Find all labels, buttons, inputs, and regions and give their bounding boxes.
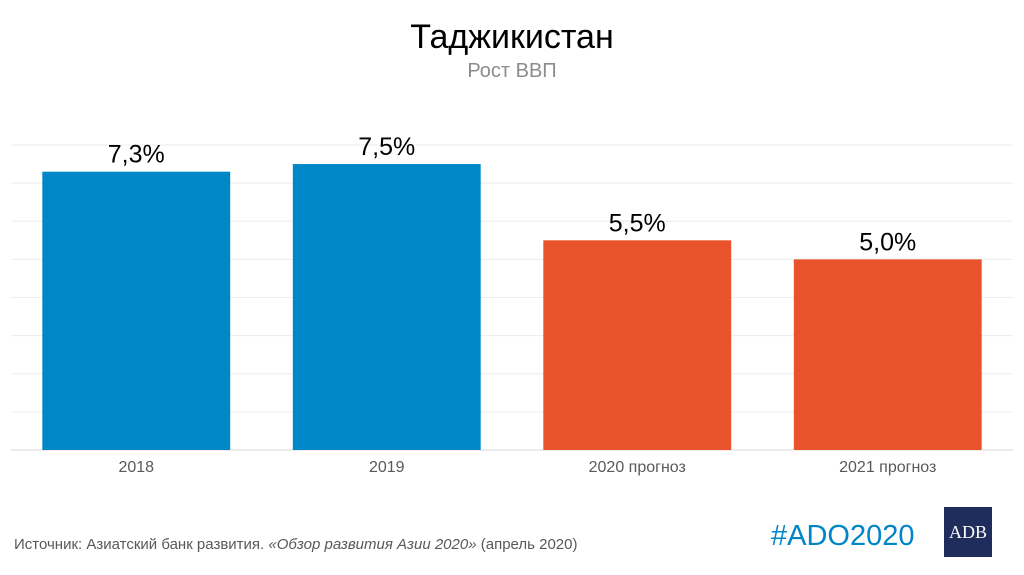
bar-2021-прогноз	[793, 259, 982, 450]
x-tick-label: 2018	[118, 459, 154, 476]
bar-chart: 7,3% 2018 7,5% 2019 5,5% 2020 прогноз 5,0% 2021…	[11, 133, 1013, 476]
source-prefix: Источник: Азиатский банк развития.	[14, 536, 269, 553]
data-label: 5,5%	[609, 209, 666, 237]
data-label: 5,0%	[859, 228, 916, 256]
source-suffix: (апрель 2020)	[476, 536, 578, 553]
bar-2019	[292, 164, 481, 450]
x-tick-label: 2019	[369, 459, 405, 476]
data-label: 7,3%	[108, 141, 165, 169]
hashtag: #ADO2020	[771, 520, 915, 552]
bar-2020-прогноз	[543, 240, 732, 450]
x-tick-label: 2020 прогноз	[589, 459, 686, 476]
x-tick-label: 2021 прогноз	[839, 459, 936, 476]
bar-2018	[42, 171, 231, 450]
chart-title: Таджикистан	[410, 18, 614, 56]
data-label: 7,5%	[358, 133, 415, 161]
source-note: Источник: Азиатский банк развития. «Обзо…	[14, 536, 577, 553]
chart-subtitle: Рост ВВП	[467, 60, 557, 82]
source-title: «Обзор развития Азии 2020»	[268, 536, 477, 553]
adb-logo: ADB	[944, 507, 992, 557]
